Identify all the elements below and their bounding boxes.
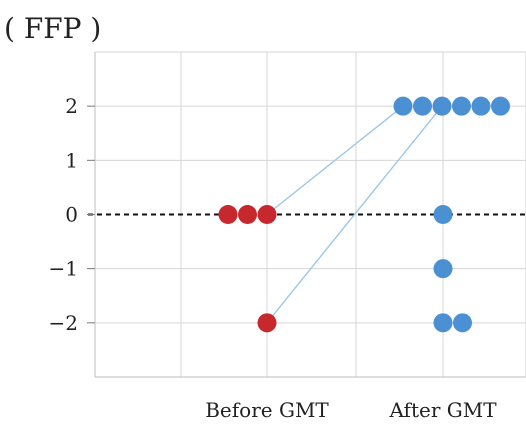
y-tick-label: −1 [49, 257, 78, 281]
after-gmt-point [452, 96, 471, 116]
y-tick-label: 1 [65, 148, 78, 172]
after-gmt-point [433, 313, 453, 333]
y-tick-label: −2 [49, 311, 78, 335]
after-gmt-point [393, 96, 413, 116]
after-gmt-point [433, 205, 453, 224]
x-tick-label: Before GMT [205, 398, 329, 422]
before-gmt-point [257, 205, 277, 224]
connector-line [266, 105, 404, 216]
y-tick-label: 0 [65, 203, 78, 227]
before-gmt-point [238, 205, 257, 224]
x-axis-ticks: Before GMT After GMT [205, 398, 497, 422]
connector-line [266, 105, 443, 324]
after-gmt-point [453, 313, 472, 333]
connector-layer [266, 105, 443, 324]
after-gmt-point [491, 96, 510, 116]
after-gmt-point [432, 96, 452, 116]
after-gmt-point [433, 259, 453, 279]
point-layer [218, 96, 510, 333]
y-tick-label: 2 [65, 94, 78, 118]
y-axis-ticks: 2 1 0 −1 −2 [49, 94, 95, 335]
x-tick-label: After GMT [388, 398, 497, 422]
chart-title: ( FFP ) [4, 12, 101, 45]
before-gmt-point [257, 313, 277, 333]
before-gmt-point [218, 205, 238, 224]
after-gmt-point [413, 96, 432, 116]
after-gmt-point [471, 96, 491, 116]
